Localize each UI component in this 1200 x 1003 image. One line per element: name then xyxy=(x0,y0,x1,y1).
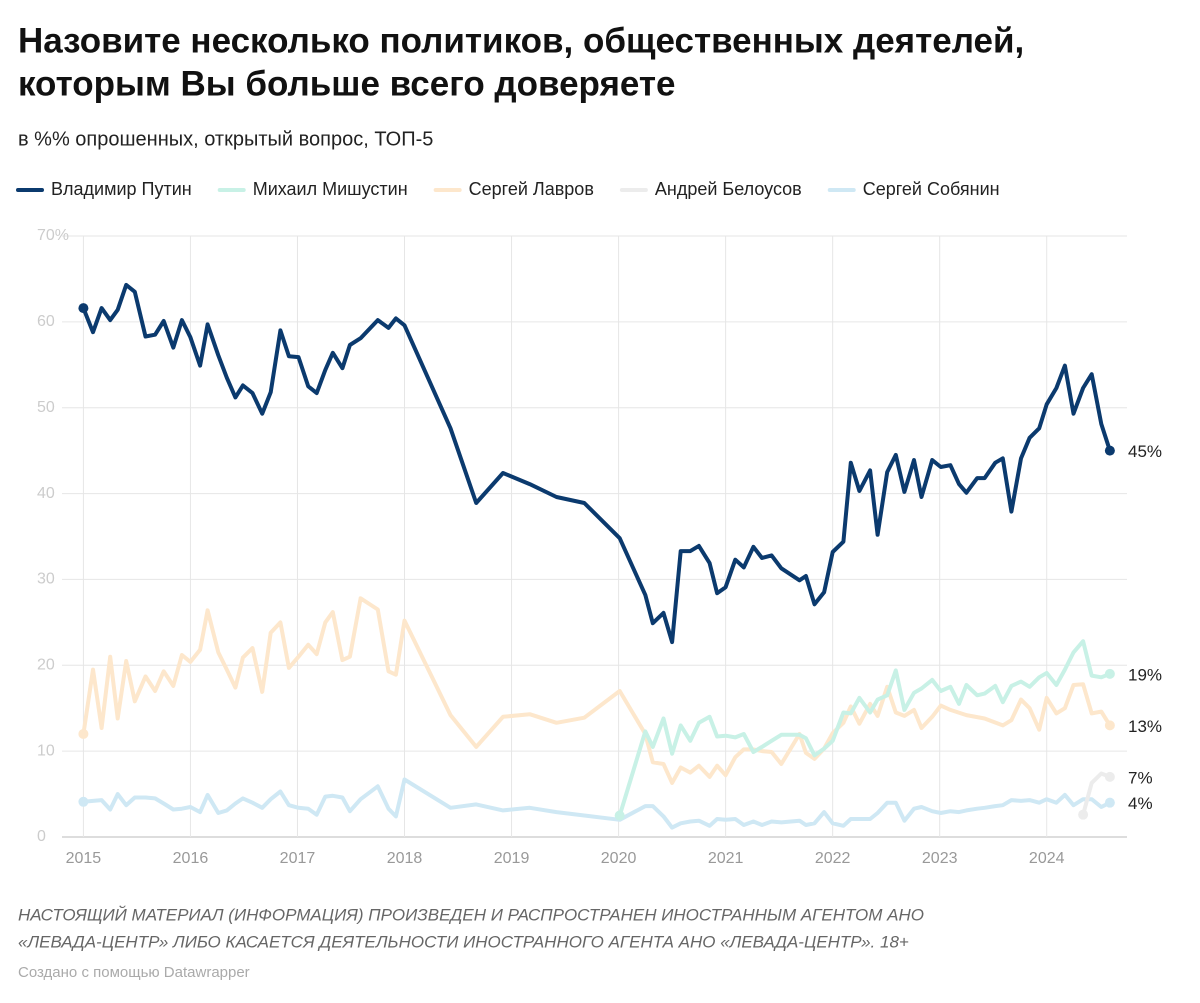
x-tick-label: 2024 xyxy=(1029,850,1065,867)
y-tick-label: 60 xyxy=(37,313,55,330)
x-tick-label: 2019 xyxy=(494,850,530,867)
end-dot xyxy=(1104,797,1115,808)
x-tick-label: 2018 xyxy=(387,850,423,867)
legend-label: Михаил Мишустин xyxy=(253,179,408,199)
x-tick-label: 2015 xyxy=(66,850,102,867)
y-tick-label: 70% xyxy=(37,227,69,244)
end-label: 7% xyxy=(1128,768,1153,787)
end-dot xyxy=(1104,771,1115,782)
end-label: 4% xyxy=(1128,794,1153,813)
x-tick-label: 2016 xyxy=(173,850,209,867)
legend-label: Андрей Белоусов xyxy=(655,179,802,199)
series-line xyxy=(81,596,1112,785)
start-dot xyxy=(1078,809,1089,820)
x-tick-label: 2020 xyxy=(601,850,637,867)
legend-label: Владимир Путин xyxy=(51,179,192,199)
y-tick-label: 20 xyxy=(37,657,55,674)
end-label: 13% xyxy=(1128,717,1162,736)
y-tick-label: 50 xyxy=(37,399,55,416)
chart-title: которым Вы больше всего доверяете xyxy=(18,64,676,103)
x-tick-label: 2017 xyxy=(280,850,316,867)
series-line xyxy=(617,639,1112,818)
series-line xyxy=(81,282,1112,645)
y-tick-label: 30 xyxy=(37,571,55,588)
legend-label: Сергей Лавров xyxy=(469,179,594,199)
x-tick-label: 2022 xyxy=(815,850,851,867)
end-label: 45% xyxy=(1128,442,1162,461)
series-line xyxy=(81,777,1112,830)
legend-label: Сергей Собянин xyxy=(863,179,1000,199)
y-tick-label: 10 xyxy=(37,742,55,759)
x-tick-label: 2023 xyxy=(922,850,958,867)
end-dot xyxy=(1104,445,1115,456)
start-dot xyxy=(78,728,89,739)
start-dot xyxy=(78,303,89,314)
start-dot xyxy=(614,810,625,821)
y-tick-label: 40 xyxy=(37,485,55,502)
y-tick-label: 0 xyxy=(37,828,46,845)
subtitle: в %% опрошенных, открытый вопрос, ТОП-5 xyxy=(18,128,433,150)
chart-title: Назовите несколько политиков, общественн… xyxy=(18,21,1024,60)
end-label: 19% xyxy=(1128,665,1162,684)
start-dot xyxy=(78,796,89,807)
footnote: НАСТОЯЩИЙ МАТЕРИАЛ (ИНФОРМАЦИЯ) ПРОИЗВЕД… xyxy=(18,904,924,924)
x-tick-label: 2021 xyxy=(708,850,744,867)
end-dot xyxy=(1104,668,1115,679)
credit: Создано с помощью Datawrapper xyxy=(18,964,250,981)
end-dot xyxy=(1104,720,1115,731)
footnote: «ЛЕВАДА-ЦЕНТР» ЛИБО КАСАЕТСЯ ДЕЯТЕЛЬНОСТ… xyxy=(18,932,909,951)
